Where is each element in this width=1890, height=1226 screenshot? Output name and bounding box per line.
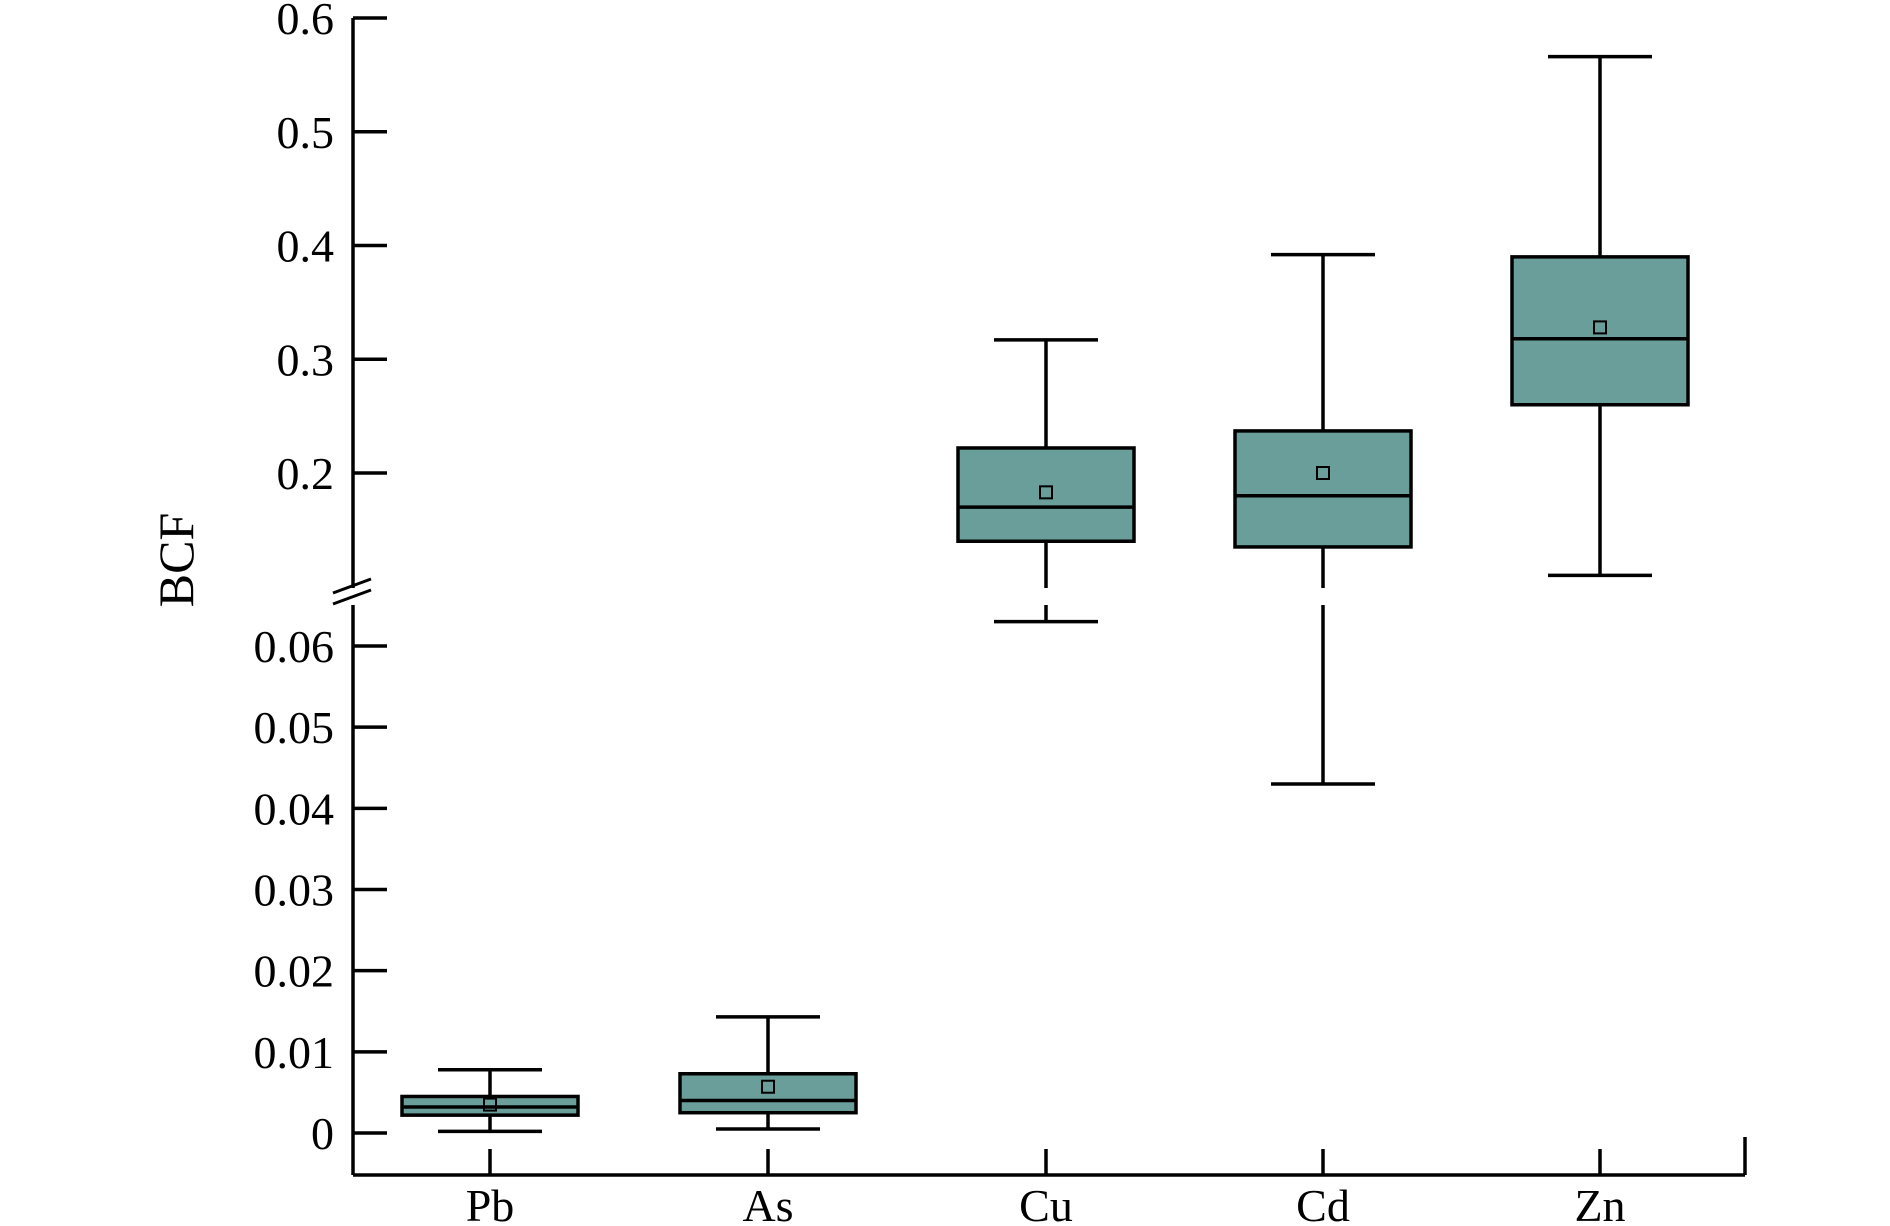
box-cd xyxy=(1233,252,1413,786)
axis-break-mark xyxy=(332,588,372,606)
box-cu xyxy=(956,338,1136,624)
y-tick-label: 0.03 xyxy=(254,865,335,916)
y-tick-label: 0.5 xyxy=(277,107,335,158)
y-tick-label: 0.6 xyxy=(277,0,335,44)
x-tick-label: As xyxy=(742,1180,793,1226)
mean-marker xyxy=(1593,320,1607,335)
x-tick-label: Pb xyxy=(466,1180,515,1226)
x-tick-label: Cu xyxy=(1019,1180,1073,1226)
x-tick-label: Zn xyxy=(1574,1180,1625,1226)
box-iqr xyxy=(1510,255,1690,407)
mean-marker xyxy=(1039,485,1053,500)
y-tick-label: 0.4 xyxy=(277,221,335,272)
axis-break-mark xyxy=(332,577,372,595)
box-pb xyxy=(400,1067,580,1134)
y-tick-label: 0 xyxy=(311,1108,334,1159)
axes xyxy=(332,16,1747,1177)
y-tick-label: 0.05 xyxy=(254,702,335,753)
box-zn xyxy=(1510,54,1690,578)
y-axis-title: BCF xyxy=(148,513,204,608)
box-iqr xyxy=(956,446,1136,544)
box-as xyxy=(678,1015,858,1131)
mean-marker xyxy=(761,1079,775,1094)
box-iqr xyxy=(1233,429,1413,549)
y-tick-label: 0.3 xyxy=(277,334,335,385)
y-tick-label: 0.04 xyxy=(254,783,335,834)
mean-marker xyxy=(483,1097,497,1112)
mean-marker xyxy=(1316,466,1330,480)
y-tick-label: 0.01 xyxy=(254,1027,335,1078)
x-tick-label: Cd xyxy=(1296,1180,1350,1226)
tick-labels: 0 0.01 0.02 0.03 0.04 0.05 0.06 0.2 0.3 0.4 0.5 0.6… xyxy=(254,0,1626,1226)
y-tick-label: 0.02 xyxy=(254,946,335,997)
y-tick-label: 0.06 xyxy=(254,621,335,672)
box-series xyxy=(400,54,1690,1134)
y-tick-label: 0.2 xyxy=(277,448,335,499)
